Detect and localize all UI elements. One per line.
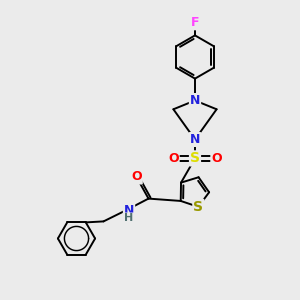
Text: O: O (131, 170, 142, 184)
Text: N: N (124, 203, 134, 217)
Text: S: S (190, 152, 200, 165)
Text: F: F (191, 16, 199, 29)
Text: S: S (193, 200, 203, 214)
Text: N: N (190, 133, 200, 146)
Text: O: O (168, 152, 179, 165)
Text: H: H (124, 213, 134, 224)
Text: N: N (190, 94, 200, 107)
Text: O: O (211, 152, 222, 165)
